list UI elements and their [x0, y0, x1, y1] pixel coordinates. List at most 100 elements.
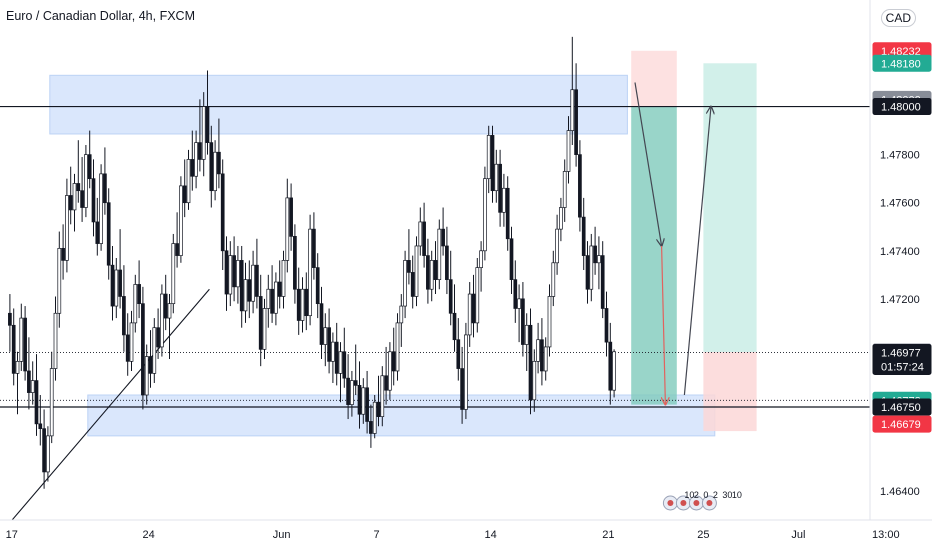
candle-body: [34, 380, 39, 425]
time-axis: [0, 520, 870, 550]
candle-body: [361, 387, 366, 415]
candle-body: [566, 130, 571, 172]
candle-body: [270, 288, 274, 314]
candle-body: [490, 135, 495, 192]
candle-body: [137, 284, 141, 305]
candle-body: [220, 173, 225, 252]
candle-body: [194, 142, 198, 177]
event-count: 10: [732, 490, 742, 500]
candle-body: [338, 351, 343, 374]
candle-body: [437, 228, 442, 280]
candle-body: [84, 154, 88, 208]
candle-body: [198, 142, 202, 160]
candle-body: [384, 375, 388, 391]
candle-body: [471, 293, 476, 324]
candle-body: [422, 221, 426, 256]
x-tick-label: 14: [484, 529, 496, 541]
candle-body: [517, 298, 521, 309]
candle-body: [224, 250, 229, 295]
candle-body: [574, 89, 578, 155]
candle-body: [395, 322, 400, 372]
candle-body: [243, 279, 248, 312]
candle-body: [532, 361, 537, 401]
currency-badge[interactable]: CAD: [880, 9, 916, 27]
candle-body: [547, 296, 552, 348]
event-icon-dot: [693, 500, 700, 506]
candle-body: [494, 163, 499, 192]
x-tick-label: 7: [374, 529, 380, 541]
candle-body: [156, 327, 160, 348]
candle-body: [608, 341, 613, 391]
candle-body: [110, 264, 115, 307]
candle-body: [346, 377, 350, 405]
candle-body: [163, 293, 168, 319]
candle-body: [68, 195, 73, 211]
candle-body: [555, 228, 559, 264]
price-label: [872, 415, 932, 433]
countdown-text: 01:57:24: [881, 361, 924, 373]
candle-body: [99, 173, 103, 244]
candle-body: [175, 243, 179, 256]
price-label-text: 1.46679: [881, 419, 921, 431]
candle-body: [452, 312, 457, 341]
candle-body: [593, 245, 597, 264]
candle-body: [247, 279, 252, 302]
price-label: [872, 54, 932, 72]
candle-body: [30, 380, 35, 393]
candle-body: [388, 351, 392, 391]
short-stop-area: [631, 50, 677, 107]
candle-body: [11, 324, 16, 374]
lines-layer: [0, 105, 870, 526]
candle-body: [353, 380, 358, 386]
event-count: 30: [722, 490, 732, 500]
candle-body: [296, 288, 301, 321]
candle-body: [133, 284, 138, 324]
candle-body: [213, 151, 217, 192]
candle-body: [502, 187, 506, 213]
candle-body: [342, 351, 347, 379]
candle-body: [106, 202, 111, 266]
candle-body: [300, 288, 305, 321]
candle-body: [148, 356, 153, 374]
candle-body: [258, 296, 263, 350]
candle-body: [167, 303, 172, 319]
candle-body: [171, 243, 176, 305]
candle-body: [483, 178, 487, 252]
x-tick-label: Jun: [273, 529, 291, 541]
candle-body: [304, 288, 309, 317]
candles-layer: [8, 36, 616, 489]
candle-body: [399, 305, 404, 324]
candle-body: [114, 269, 119, 307]
event-icon-dot: [680, 500, 687, 506]
event-count: 0: [703, 490, 708, 500]
candle-body: [391, 351, 396, 372]
candle-body: [441, 228, 445, 247]
candle-body: [505, 187, 510, 240]
candle-body: [498, 163, 502, 213]
price-label-text: 1.48180: [881, 58, 921, 70]
candle-body: [369, 421, 373, 434]
candle-body: [429, 260, 434, 290]
candle-body: [357, 385, 362, 415]
candle-body: [445, 245, 449, 280]
x-tick-label: 21: [602, 529, 614, 541]
arrow-line: [683, 107, 711, 396]
candle-body: [418, 221, 423, 247]
candle-body: [182, 185, 187, 204]
candle-body: [509, 238, 514, 280]
price-label: [872, 98, 932, 116]
price-label-text: 1.48000: [881, 102, 921, 114]
arrow-line: [661, 245, 666, 405]
candle-body: [76, 183, 81, 192]
candle-body: [266, 288, 271, 309]
candle-body: [274, 281, 278, 314]
candle-body: [141, 303, 145, 396]
candle-body: [414, 245, 419, 297]
candle-body: [144, 356, 149, 396]
candle-body: [600, 255, 605, 309]
candle-body: [190, 159, 195, 177]
candle-body: [521, 298, 525, 345]
price-labels-layer: 1.482321.481801.480001.480001.469791.469…: [872, 42, 932, 433]
